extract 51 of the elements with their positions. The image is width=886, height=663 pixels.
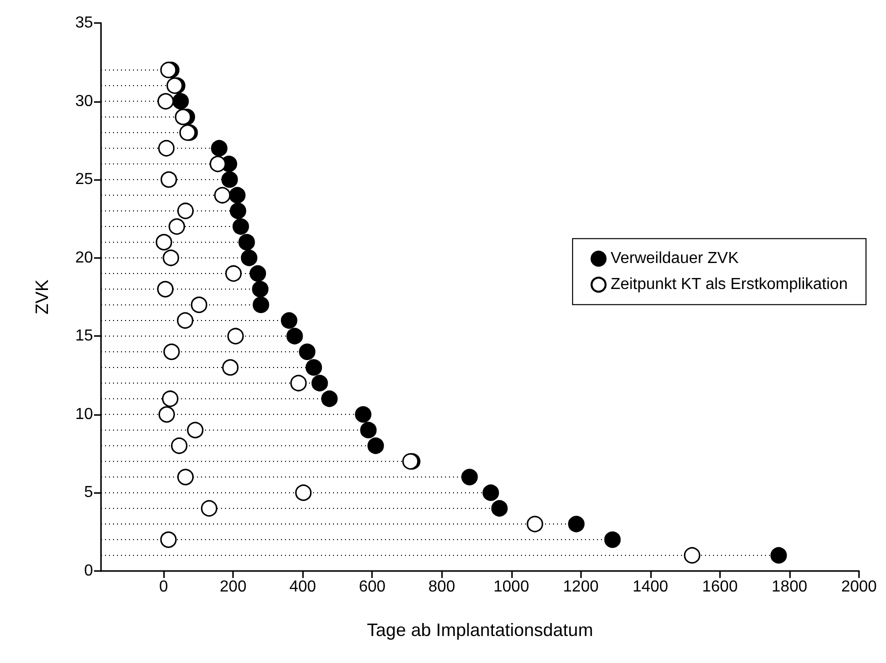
point [210,140,228,157]
x-tick-label: 1600 [702,578,738,596]
point [461,468,478,486]
point [360,422,377,438]
y-tick-label: 15 [75,328,94,345]
y-tick-label: 30 [75,92,94,110]
point [568,516,585,532]
point [229,186,246,204]
point [482,484,500,501]
point [311,374,328,392]
point [160,62,177,78]
point [172,93,189,110]
y-axis-title: ZVK [32,279,52,315]
x-tick-label: 1800 [772,578,808,596]
y-tick-label: 25 [75,171,94,188]
y-tick-label: 5 [84,484,94,502]
legend-label: Verweildauer ZVK [610,250,739,268]
point [280,312,298,329]
x-tick-label: 800 [428,578,456,596]
point [298,344,316,360]
x-tick-label: 1400 [632,578,668,596]
point [321,390,338,408]
point [306,359,322,376]
point [250,265,266,282]
y-tick-label: 20 [75,249,94,266]
point [252,280,268,298]
point [491,500,508,517]
point [221,171,238,188]
point [286,328,303,344]
point [770,547,787,564]
point [238,234,255,250]
x-tick-label: 400 [289,578,316,596]
x-tick-label: 1000 [493,578,530,596]
x-axis-title: Tage ab Implantationsdatum [366,620,594,640]
point [604,531,621,548]
x-tick-label: 2000 [841,578,877,596]
x-tick-label: 0 [159,578,168,596]
y-tick-label: 35 [75,14,94,32]
point [174,108,192,126]
x-tick-label: 1200 [563,578,599,596]
x-tick-label: 200 [220,578,247,596]
point [252,296,270,314]
point [367,437,384,454]
legend-label: Zeitpunkt KT als Erstkomplikation [610,276,848,294]
x-tick-label: 600 [358,578,386,596]
point [232,218,250,235]
y-tick-label: 10 [75,406,94,423]
point [354,406,372,423]
point [230,202,246,220]
y-tick-label: 0 [84,562,94,580]
point [240,250,258,266]
